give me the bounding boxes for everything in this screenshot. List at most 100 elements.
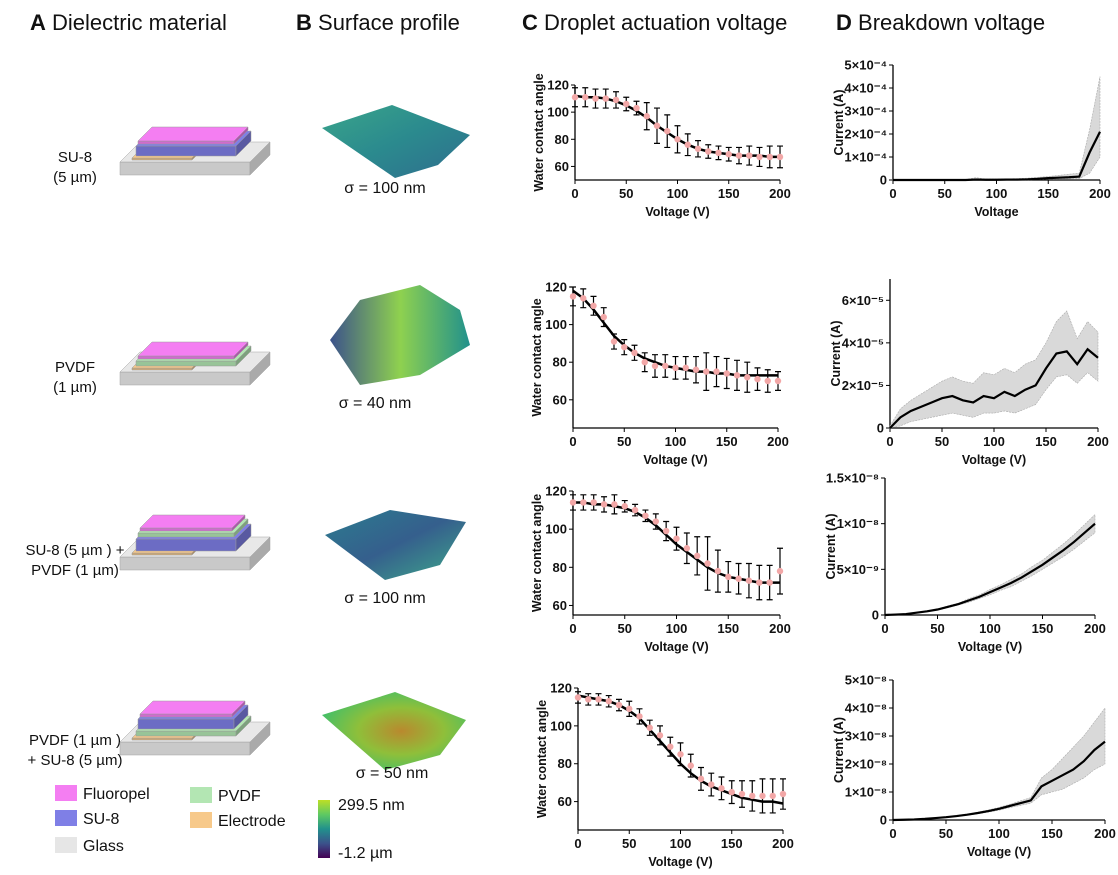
data-point (621, 343, 628, 351)
x-tick-label: 0 (569, 621, 576, 636)
material-label: PVDF (1 µm) (31, 562, 119, 579)
x-tick-label: 0 (889, 186, 896, 201)
x-tick-label: 50 (622, 836, 636, 851)
data-point (718, 785, 725, 792)
x-tick-label: 50 (938, 186, 952, 201)
data-point (764, 377, 771, 385)
data-point (600, 313, 607, 321)
chart: 0 1×10⁻⁴ 2×10⁻⁴ 3×10⁻⁴ 4×10⁻⁴ 5×10⁻⁴ 0 50 100 150… (832, 58, 1111, 220)
x-tick-label: 150 (717, 621, 739, 636)
data-point (582, 94, 589, 101)
x-tick-label: 150 (721, 836, 743, 851)
x-tick-label: 200 (1084, 621, 1106, 636)
data-point (592, 95, 599, 102)
legend-swatch (55, 785, 77, 801)
x-tick-label: 200 (769, 186, 791, 201)
data-point (651, 362, 659, 370)
data-point (694, 145, 702, 152)
data-point (621, 503, 628, 510)
x-tick-label: 50 (939, 826, 953, 841)
layer-front (135, 730, 237, 737)
data-point (646, 724, 653, 731)
y-tick-label: 0 (880, 173, 887, 188)
data-point (725, 573, 732, 581)
x-tick-label: 0 (574, 836, 581, 851)
layer-front (135, 538, 237, 552)
layer-front (119, 556, 251, 571)
data-point (571, 94, 579, 101)
y-tick-label: 100 (547, 105, 569, 120)
data-point (683, 545, 691, 552)
x-tick-label: 150 (1037, 186, 1059, 201)
data-point (602, 95, 609, 102)
layer-front (137, 718, 235, 730)
fit-line (573, 501, 780, 584)
y-axis-label: Current (A) (832, 717, 846, 783)
surface-profile (322, 105, 470, 178)
data-point (704, 560, 711, 567)
x-tick-label: 0 (886, 434, 893, 449)
colorbar-max: 299.5 nm (338, 797, 405, 814)
panel-title: Surface profile (318, 10, 460, 35)
x-tick-label: 100 (979, 621, 1001, 636)
x-tick-label: 100 (983, 434, 1005, 449)
data-point (708, 781, 715, 788)
y-tick-label: 0 (877, 421, 884, 436)
data-point (569, 499, 577, 506)
layer (137, 126, 249, 145)
data-point (703, 368, 710, 375)
data-point (580, 295, 587, 302)
x-tick-label: 50 (618, 621, 632, 636)
y-axis-label: Water contact angle (532, 73, 546, 191)
y-axis-label: Current (A) (824, 514, 838, 580)
fit-line (577, 694, 784, 805)
y-tick-label: 4×10⁻⁸ (845, 701, 887, 716)
chart: 60 80 100 120 0 50 100 150 200 Voltage (V) Water c… (532, 73, 791, 219)
y-tick-label: 100 (545, 317, 567, 332)
error-band (892, 76, 1101, 181)
x-tick-label: 0 (569, 434, 576, 449)
x-tick-label: 150 (1041, 826, 1063, 841)
legend-label: SU-8 (83, 811, 120, 828)
surface-profile (322, 692, 466, 770)
y-axis-label: Water contact angle (535, 700, 549, 818)
material-label: PVDF (1 µm ) (29, 732, 121, 749)
data-point (733, 372, 741, 379)
data-point (769, 792, 776, 800)
chart: 60 80 100 120 0 50 100 150 200 Voltage (V) Water c… (530, 280, 789, 468)
panel-letter: C (522, 10, 538, 35)
data-point (636, 713, 643, 720)
y-tick-label: 1×10⁻⁴ (844, 150, 887, 165)
y-tick-label: 4×10⁻⁵ (842, 335, 884, 350)
x-axis-label: Voltage (V) (962, 453, 1026, 467)
x-axis-label: Voltage (V) (967, 845, 1031, 859)
panel-title: Dielectric material (52, 10, 227, 35)
y-tick-label: 5×10⁻⁹ (837, 562, 879, 577)
data-point (738, 790, 746, 798)
y-tick-label: 80 (558, 756, 572, 771)
surface-profile (330, 285, 470, 385)
data-point (610, 338, 618, 345)
data-point (590, 499, 597, 506)
y-axis-label: Current (A) (829, 321, 843, 387)
layer-front (119, 741, 251, 756)
data-point (585, 696, 592, 703)
x-tick-label: 0 (881, 621, 888, 636)
y-axis-label: Current (A) (832, 90, 846, 156)
data-point (615, 701, 623, 709)
y-tick-label: 0 (872, 608, 879, 623)
data-point (623, 100, 630, 108)
panel-heading: C Droplet actuation voltage (522, 10, 787, 35)
data-point (749, 792, 756, 800)
data-point (694, 552, 701, 560)
panel-title: Breakdown voltage (858, 10, 1045, 35)
y-tick-label: 6×10⁻⁵ (842, 293, 884, 308)
data-point (744, 374, 751, 381)
material-label: + SU-8 (5 µm) (28, 752, 123, 769)
data-point (766, 579, 773, 586)
data-point (705, 148, 712, 155)
roughness-label: σ = 50 nm (356, 765, 429, 782)
x-tick-label: 0 (571, 186, 578, 201)
error-band (892, 707, 1106, 821)
